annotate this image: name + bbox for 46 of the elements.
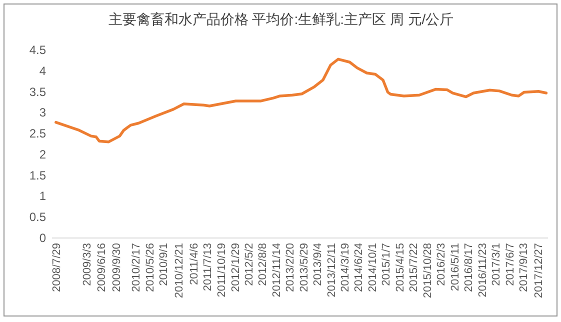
x-tick-label: 2016/2/3 bbox=[436, 243, 448, 286]
y-tick-label: 0 bbox=[39, 231, 46, 245]
x-tick-label: 2013/12/11 bbox=[326, 243, 338, 298]
y-tick-label: 4 bbox=[39, 64, 46, 78]
x-tick-label: 2016/8/17 bbox=[463, 243, 476, 292]
y-tick-label: 0.5 bbox=[29, 210, 46, 224]
x-tick-label: 2015/1/7 bbox=[380, 243, 393, 286]
x-tick-label: 2010/9/1 bbox=[158, 243, 170, 286]
x-tick-label: 2015/7/22 bbox=[408, 243, 420, 292]
x-tick-label: 2010/5/26 bbox=[144, 243, 156, 292]
x-tick-label: 2014/3/19 bbox=[340, 243, 352, 292]
x-tick-label: 2009/3/3 bbox=[81, 243, 94, 286]
x-tick-label: 2009/6/16 bbox=[96, 243, 108, 292]
x-tick-label: 2015/10/28 bbox=[422, 243, 434, 298]
x-tick-label: 2016/11/23 bbox=[476, 243, 489, 298]
x-tick-label: 2011/4/6 bbox=[188, 243, 200, 286]
x-tick-label: 2012/11/14 bbox=[270, 243, 283, 298]
x-tick-label: 2017/3/1 bbox=[490, 243, 503, 286]
x-tick-label: 2010/2/17 bbox=[130, 243, 143, 292]
x-tick-label: 2017/12/27 bbox=[532, 243, 545, 298]
x-tick-label: 2010/12/21 bbox=[174, 243, 186, 298]
line-series bbox=[54, 58, 548, 144]
chart-title: 主要禽畜和水产品价格 平均价:生鲜乳:主产区 周 元/公斤 bbox=[108, 11, 454, 27]
x-tick-label: 2013/9/4 bbox=[312, 243, 324, 286]
x-tick-label: 2015/4/15 bbox=[394, 243, 406, 292]
x-tick-label: 2008/7/29 bbox=[50, 243, 63, 292]
x-tick-label: 2017/6/7 bbox=[504, 243, 516, 286]
x-tick-label: 2011/10/19 bbox=[216, 243, 228, 298]
y-tick-label: 1.5 bbox=[29, 168, 46, 182]
y-tick-label: 4.5 bbox=[29, 43, 46, 57]
y-tick-label: 1 bbox=[39, 189, 46, 204]
x-tick-label: 2011/7/13 bbox=[202, 243, 214, 292]
x-tick-label: 2012/8/8 bbox=[257, 243, 270, 286]
y-tick-label: 2.5 bbox=[29, 126, 46, 141]
x-tick-label: 2014/10/1 bbox=[366, 243, 379, 292]
y-tick-label: 3 bbox=[39, 106, 46, 120]
x-tick-label: 2012/5/2 bbox=[243, 243, 256, 286]
y-tick-label: 2 bbox=[39, 147, 46, 162]
x-tick-label: 2009/9/30 bbox=[110, 243, 123, 292]
x-tick-label: 2013/2/20 bbox=[284, 243, 297, 292]
x-tick-label: 2016/5/11 bbox=[449, 243, 462, 292]
x-tick-label: 2012/1/29 bbox=[230, 243, 242, 292]
y-tick-label: 3.5 bbox=[29, 84, 46, 99]
x-tick-label: 2017/9/13 bbox=[518, 243, 530, 292]
x-tick-label: 2013/5/29 bbox=[298, 243, 310, 292]
x-tick-label: 2014/6/24 bbox=[353, 243, 366, 292]
